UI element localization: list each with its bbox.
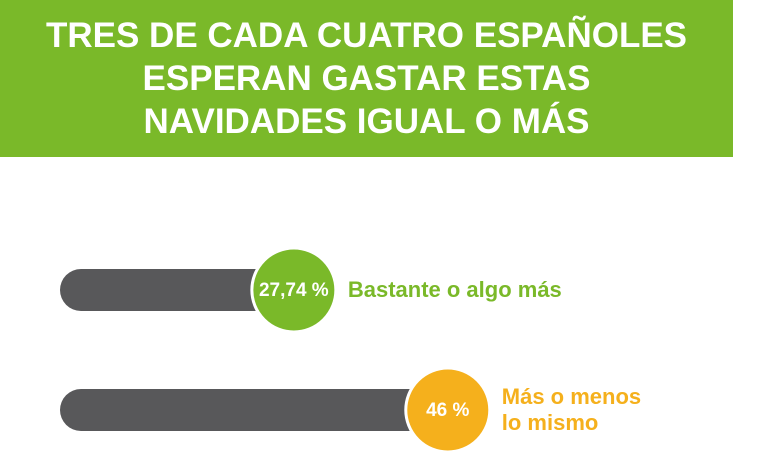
category-label: Bastante o algo más [347, 277, 562, 302]
value-badge [404, 366, 492, 454]
value-badge [250, 246, 338, 334]
value-label: 27,74 % [259, 280, 329, 301]
header: TRES DE CADA CUATRO ESPAÑOLES ESPERAN GA… [0, 0, 733, 157]
category-label: Más o menos lo mismo [501, 384, 642, 435]
value-label: 46 % [426, 400, 469, 421]
chart-title: TRES DE CADA CUATRO ESPAÑOLES ESPERAN GA… [45, 16, 688, 141]
bar [60, 269, 294, 311]
bar [60, 389, 448, 431]
